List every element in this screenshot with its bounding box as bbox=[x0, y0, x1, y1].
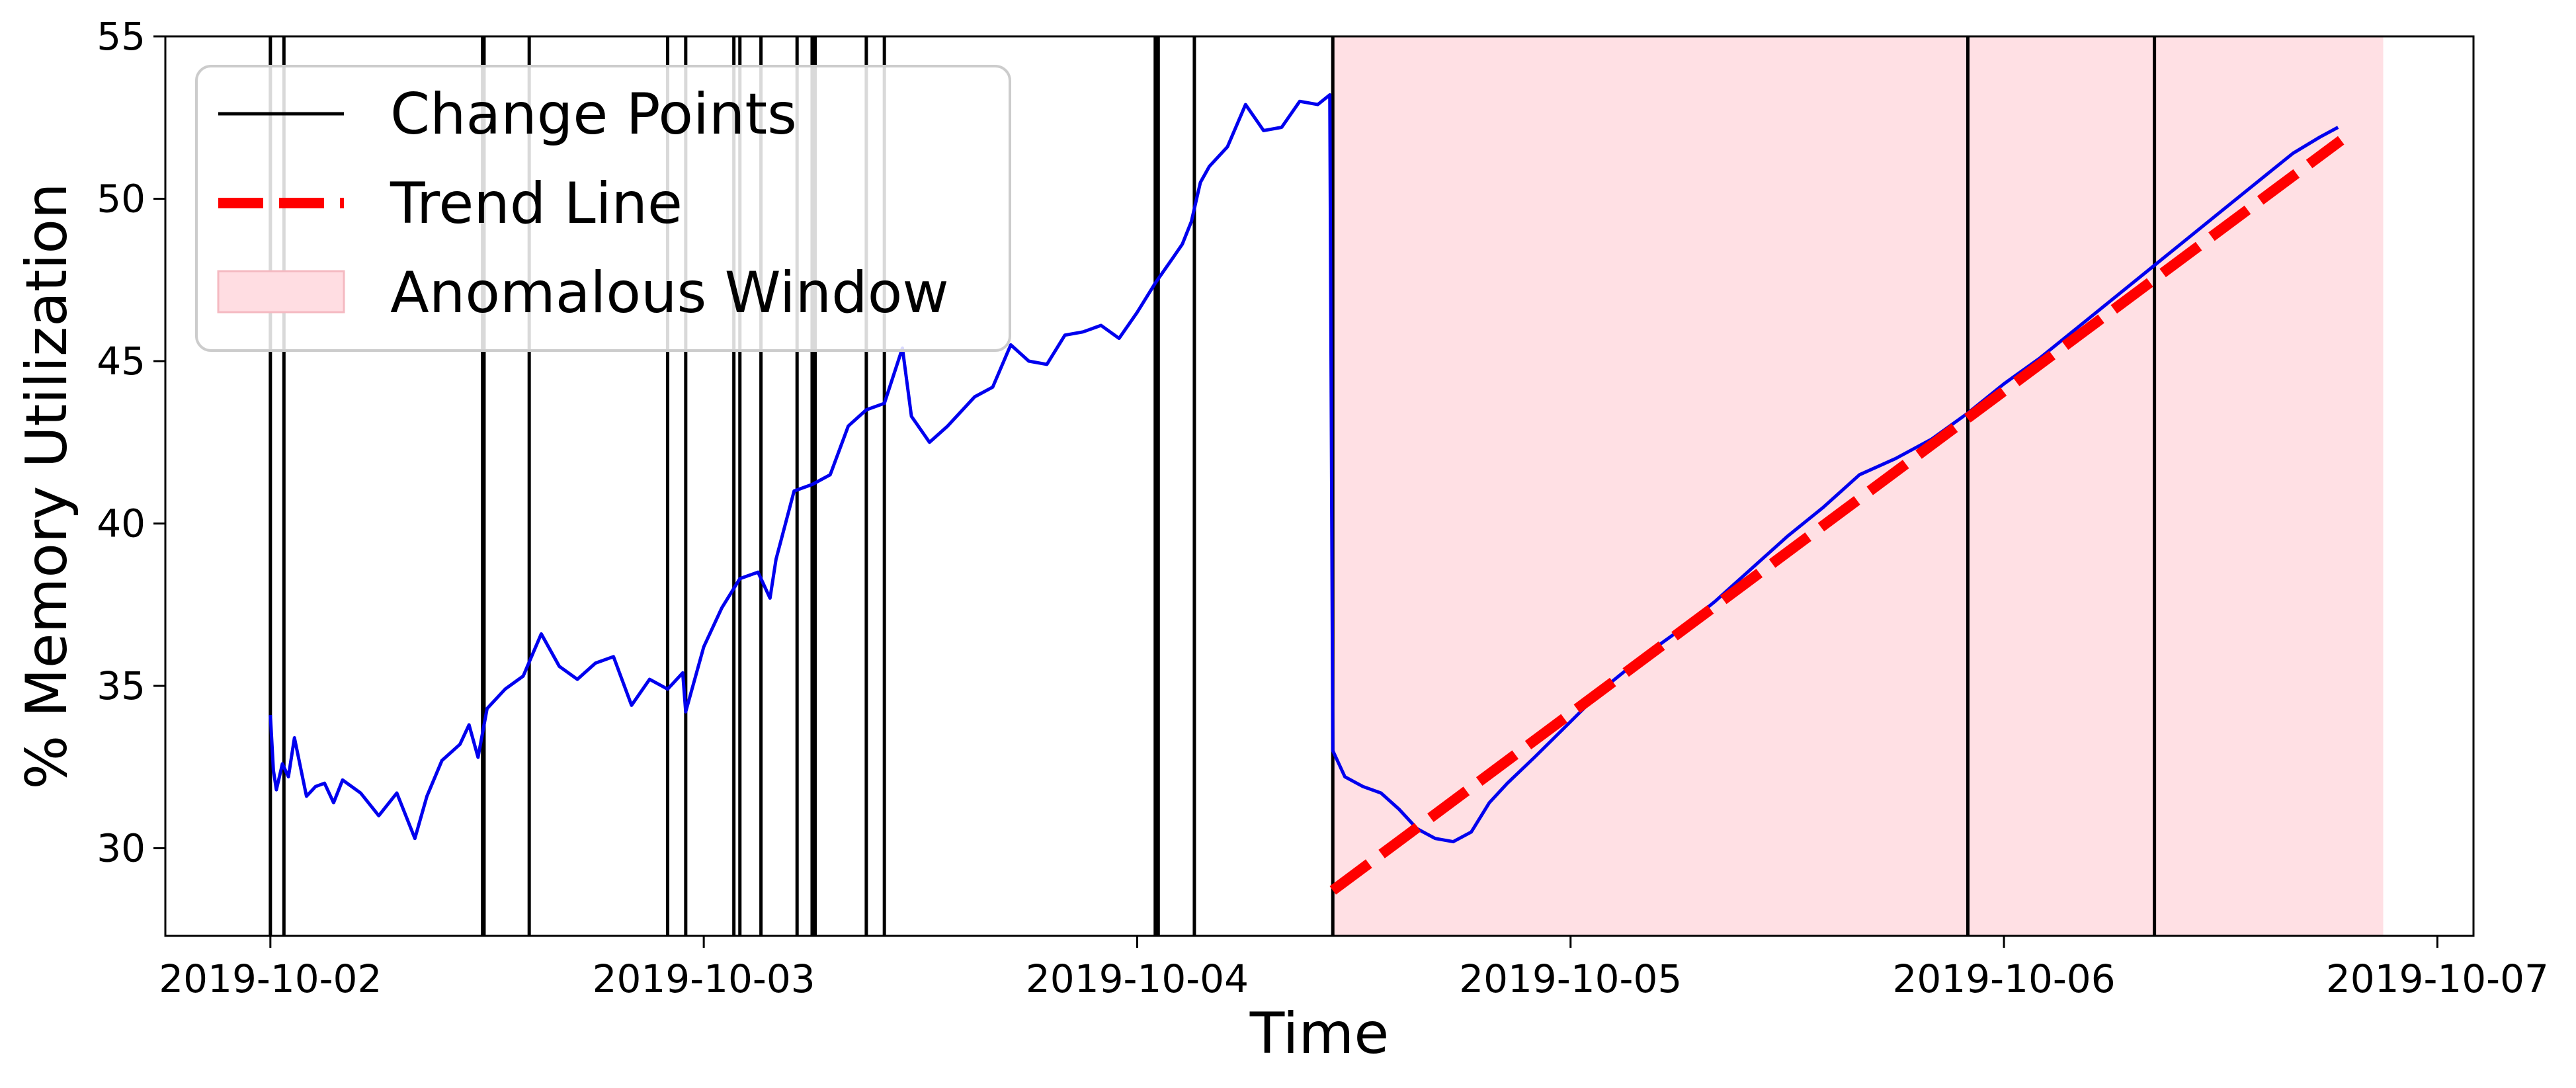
x-axis-label: Time bbox=[1249, 1001, 1389, 1067]
x-tick-label: 2019-10-06 bbox=[1893, 956, 2116, 1001]
legend: Change Points Trend Line Anomalous Windo… bbox=[195, 65, 1011, 352]
legend-anomalous-window-label: Anomalous Window bbox=[390, 260, 949, 326]
y-tick-label: 55 bbox=[97, 14, 145, 59]
plot-frame bbox=[164, 35, 2475, 937]
legend-trend-line-label: Trend Line bbox=[390, 171, 683, 237]
y-tick-label: 40 bbox=[97, 501, 145, 546]
x-tick-label: 2019-10-04 bbox=[1026, 956, 1249, 1001]
x-tick-label: 2019-10-03 bbox=[593, 956, 815, 1001]
trend-line bbox=[1329, 136, 2345, 895]
x-tick-label: 2019-10-07 bbox=[2326, 956, 2549, 1001]
legend-anomalous-window-swatch bbox=[217, 270, 345, 314]
x-tick-label: 2019-10-02 bbox=[159, 956, 382, 1001]
trend-layer bbox=[1329, 136, 2345, 895]
y-tick-label: 45 bbox=[97, 339, 145, 384]
y-axis: 30 35 40 45 50 55 bbox=[97, 14, 165, 870]
y-tick-label: 35 bbox=[97, 663, 145, 708]
y-tick-label: 50 bbox=[97, 176, 145, 221]
x-axis: 2019-10-02 2019-10-03 2019-10-04 2019-10-05… bbox=[159, 936, 2549, 1001]
legend-box bbox=[195, 65, 1011, 352]
y-axis-label: % Memory Utilization bbox=[14, 183, 80, 789]
anomalous-window-layer bbox=[1333, 36, 2384, 936]
y-tick-label: 30 bbox=[97, 825, 145, 870]
anomalous-window bbox=[1333, 36, 2384, 936]
legend-change-points-label: Change Points bbox=[390, 81, 797, 147]
x-tick-label: 2019-10-05 bbox=[1459, 956, 1682, 1001]
